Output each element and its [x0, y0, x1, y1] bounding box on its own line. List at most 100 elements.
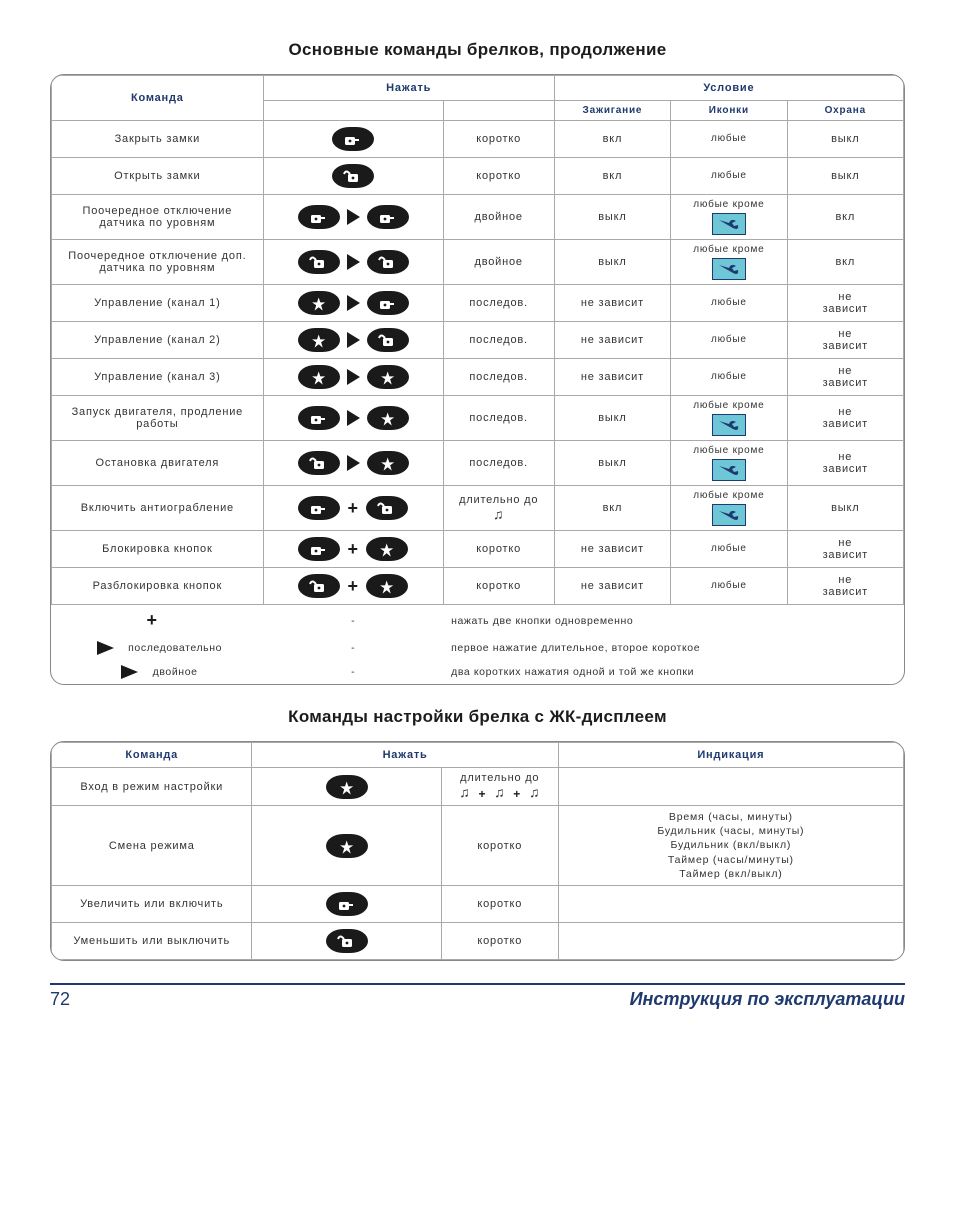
icons-cell: любые кроме: [671, 240, 787, 285]
duration-cell: двойное: [443, 240, 554, 285]
unlock-button-icon: [367, 328, 409, 352]
note-sequence: ♫ + ♫ + ♫: [459, 788, 540, 800]
table-row: Смена режимакороткоВремя (часы, минуты)Б…: [52, 806, 904, 886]
sequence-arrow-icon: [347, 209, 360, 225]
unlock-button-icon: [326, 929, 368, 953]
press-icons: [263, 322, 443, 359]
press-icons: [252, 768, 441, 806]
unlock-button-icon: [298, 574, 340, 598]
arrow-icon: [121, 665, 138, 679]
icons-cell: любые: [671, 531, 787, 568]
ignition-cell: выкл: [554, 195, 670, 240]
cmd-cell: Смена режима: [52, 806, 252, 886]
star-button-icon: [367, 451, 409, 475]
duration-cell: коротко: [443, 158, 554, 195]
press-icons: +: [263, 531, 443, 568]
cmd-cell: Закрыть замки: [52, 121, 264, 158]
icons-cell: любые: [671, 322, 787, 359]
cmd-cell: Управление (канал 1): [52, 285, 264, 322]
cmd-cell: Блокировка кнопок: [52, 531, 264, 568]
th-ignition: Зажигание: [554, 101, 670, 121]
table-row: Блокировка кнопок+коротконе зависитлюбые…: [52, 531, 904, 568]
table-row: Управление (канал 2)последов.не зависитл…: [52, 322, 904, 359]
legend-row: последовательно-первое нажатие длительно…: [52, 636, 904, 660]
th-press: Нажать: [263, 76, 554, 101]
duration-cell: коротко: [443, 568, 554, 605]
duration-cell: коротко: [441, 885, 558, 922]
icons-cell: любые: [671, 568, 787, 605]
duration-cell: двойное: [443, 195, 554, 240]
wrench-icon: [712, 258, 746, 280]
ignition-cell: не зависит: [554, 531, 670, 568]
cmd-cell: Открыть замки: [52, 158, 264, 195]
th-press-icons: [263, 101, 443, 121]
lock-button-icon: [332, 127, 374, 151]
th-guard: Охрана: [787, 101, 903, 121]
cmd-cell: Включить антиограбление: [52, 486, 264, 531]
icons-cell: любые: [671, 158, 787, 195]
plus-icon: +: [347, 498, 358, 519]
guard-cell: независит: [787, 396, 903, 441]
note-icon: ♫: [529, 784, 540, 800]
duration-cell: последов.: [443, 322, 554, 359]
unlock-button-icon: [298, 250, 340, 274]
press-icons: [263, 195, 443, 240]
press-icons: [263, 158, 443, 195]
press-icons: [263, 121, 443, 158]
commands-table-2: Команда Нажать Индикация Вход в режим на…: [50, 741, 905, 961]
lock-button-icon: [298, 537, 340, 561]
table-row: Уменьшить или выключитькоротко: [52, 922, 904, 959]
th2-command: Команда: [52, 743, 252, 768]
unlock-button-icon: [366, 496, 408, 520]
duration-cell: последов.: [443, 285, 554, 322]
icons-cell: любые кроме: [671, 195, 787, 240]
unlock-button-icon: [332, 164, 374, 188]
indication-cell: [558, 922, 903, 959]
icons-cell: любые: [671, 121, 787, 158]
icons-cell: любые: [671, 285, 787, 322]
arrow-icon: [97, 641, 114, 655]
guard-cell: независит: [787, 531, 903, 568]
note-icon: ♫: [494, 784, 505, 800]
icons-cell: любые: [671, 359, 787, 396]
star-button-icon: [367, 365, 409, 389]
table-row: Остановка двигателяпоследов.выкллюбые кр…: [52, 441, 904, 486]
duration-cell: последов.: [443, 359, 554, 396]
guard-cell: вкл: [787, 240, 903, 285]
cmd-cell: Вход в режим настройки: [52, 768, 252, 806]
table-row: Поочередное отключение датчика по уровня…: [52, 195, 904, 240]
star-button-icon: [326, 834, 368, 858]
press-icons: [263, 359, 443, 396]
icons-cell: любые кроме: [671, 396, 787, 441]
lock-button-icon: [298, 496, 340, 520]
press-icons: [263, 285, 443, 322]
press-icons: [263, 441, 443, 486]
table-row: Включить антиограбление+длительно до♫вкл…: [52, 486, 904, 531]
ignition-cell: вкл: [554, 158, 670, 195]
table-row: Вход в режим настройкидлительно до♫ + ♫ …: [52, 768, 904, 806]
table-row: Управление (канал 3)последов.не зависитл…: [52, 359, 904, 396]
ignition-cell: не зависит: [554, 359, 670, 396]
wrench-icon: [712, 459, 746, 481]
press-icons: [263, 396, 443, 441]
duration-cell: последов.: [443, 441, 554, 486]
legend-row: двойное-два коротких нажатия одной и той…: [52, 660, 904, 684]
ignition-cell: выкл: [554, 441, 670, 486]
press-icons: [263, 240, 443, 285]
table-row: Закрыть замкикоротковкллюбыевыкл: [52, 121, 904, 158]
cmd-cell: Остановка двигателя: [52, 441, 264, 486]
star-button-icon: [298, 291, 340, 315]
lock-button-icon: [367, 205, 409, 229]
guard-cell: выкл: [787, 121, 903, 158]
duration-cell: длительно до♫: [443, 486, 554, 531]
cmd-cell: Увеличить или включить: [52, 885, 252, 922]
lock-button-icon: [298, 406, 340, 430]
unlock-button-icon: [367, 250, 409, 274]
section-title-2: Команды настройки брелка с ЖК-дисплеем: [50, 707, 905, 727]
footer-title: Инструкция по эксплуатации: [630, 989, 905, 1010]
footer-rule: [50, 983, 905, 985]
page-number: 72: [50, 989, 70, 1010]
sequence-arrow-icon: [347, 295, 360, 311]
plus-icon: +: [347, 539, 358, 560]
duration-cell: коротко: [443, 121, 554, 158]
